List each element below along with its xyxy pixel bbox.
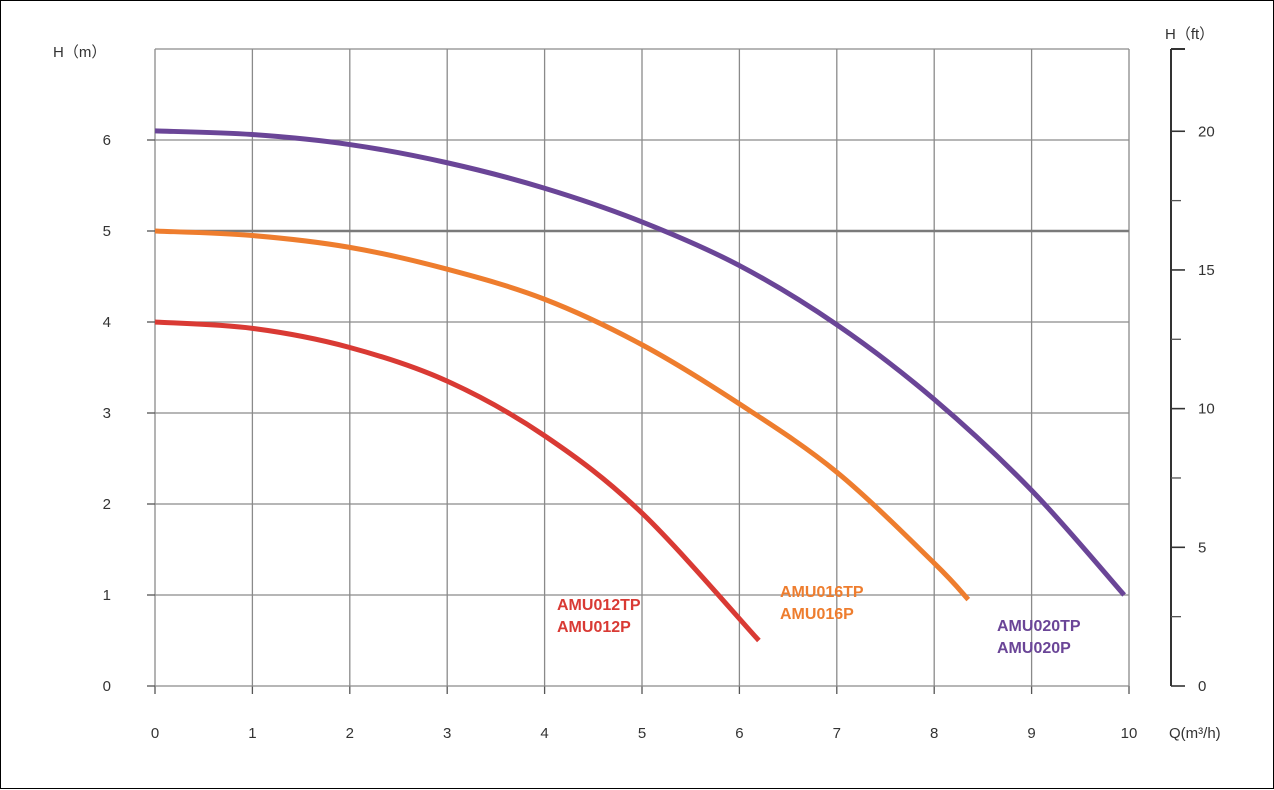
x-tick-label: 2 bbox=[346, 725, 354, 742]
y-axis-title: H（m） bbox=[53, 44, 106, 61]
x-tick-label: 1 bbox=[248, 725, 256, 742]
x-tick-label: 10 bbox=[1121, 725, 1138, 742]
y-tick-label: 2 bbox=[103, 496, 111, 513]
series-label: AMU012TP bbox=[557, 597, 641, 614]
x-tick-label: 9 bbox=[1027, 725, 1035, 742]
grid: 0 1 2 3 4 5 6 7 8 9 10 0 1 2 3 4 5 6 0 5 10 15 20 bbox=[103, 48, 1215, 742]
x-tick-label: 0 bbox=[151, 725, 159, 742]
x-axis-title: Q(m³/h) bbox=[1169, 725, 1221, 742]
series-curve bbox=[154, 319, 761, 643]
y-tick-label: 6 bbox=[103, 132, 111, 149]
x-tick-label: 3 bbox=[443, 725, 451, 742]
y-tick-label: 3 bbox=[103, 405, 111, 422]
x-tick-label: 6 bbox=[735, 725, 743, 742]
x-tick-label: 7 bbox=[833, 725, 841, 742]
series-label: AMU016TP bbox=[780, 584, 864, 601]
series-curve bbox=[154, 228, 971, 602]
labels: AMU012TP AMU012P AMU016TP AMU016P AMU020TP AM… bbox=[557, 584, 1081, 657]
y-tick-label: 4 bbox=[103, 314, 111, 331]
y2-tick-label: 15 bbox=[1198, 262, 1215, 279]
y2-axis-title: H（ft） bbox=[1165, 26, 1214, 43]
y-tick-label: 5 bbox=[103, 223, 111, 240]
y2-tick-label: 20 bbox=[1198, 123, 1215, 140]
y2-tick-label: 10 bbox=[1198, 401, 1215, 418]
y-tick-label: 1 bbox=[103, 587, 111, 604]
series-label: AMU012P bbox=[557, 619, 631, 636]
series-label: AMU016P bbox=[780, 606, 854, 623]
series-label: AMU020TP bbox=[997, 618, 1081, 635]
x-tick-label: 8 bbox=[930, 725, 938, 742]
y2-tick-label: 0 bbox=[1198, 678, 1206, 695]
y2-tick-label: 5 bbox=[1198, 539, 1206, 556]
x-tick-label: 5 bbox=[638, 725, 646, 742]
y-tick-label: 0 bbox=[103, 678, 111, 695]
curves bbox=[154, 128, 1127, 643]
series-curve bbox=[154, 128, 1127, 597]
x-tick-label: 4 bbox=[540, 725, 548, 742]
series-label: AMU020P bbox=[997, 640, 1071, 657]
